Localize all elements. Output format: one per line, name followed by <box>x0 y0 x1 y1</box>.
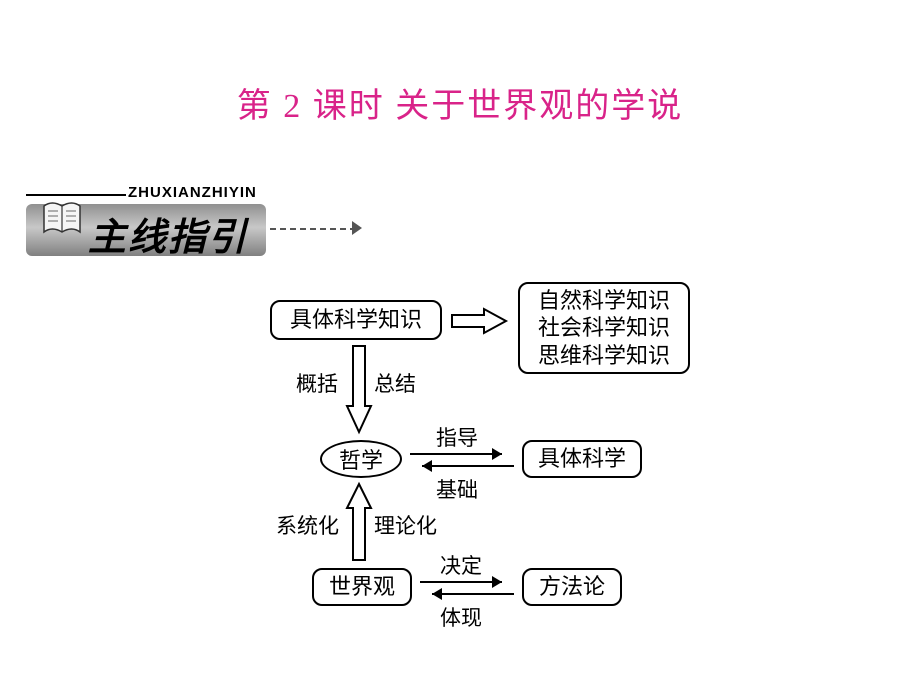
banner-dashed-arrow <box>270 228 356 230</box>
node-concrete-knowledge: 具体科学知识 <box>270 300 442 340</box>
arrow-worldview-to-philosophy <box>346 482 372 564</box>
concept-diagram: 具体科学知识 自然科学知识 社会科学知识 思维科学知识 哲学 具体科学 世界观 … <box>240 300 780 670</box>
banner-pinyin: ZHUXIANZHIYIN <box>128 184 257 201</box>
book-icon <box>40 196 84 240</box>
node-concrete-science: 具体科学 <box>522 440 642 478</box>
page-title: 第 2 课时 关于世界观的学说 <box>0 78 920 127</box>
label-systematize: 系统化 <box>276 510 339 540</box>
arrow-knowledge-to-philosophy <box>346 344 372 436</box>
banner-text: 主线指引 <box>88 206 248 261</box>
node-philosophy: 哲学 <box>320 440 402 478</box>
label-reflect: 体现 <box>440 602 482 632</box>
banner-box: 主线指引 <box>26 204 266 256</box>
section-banner: ZHUXIANZHIYIN 主线指引 <box>26 188 356 268</box>
arrow-knowledge-to-sciences <box>450 308 510 334</box>
label-basis: 基础 <box>436 474 478 504</box>
banner-arrowhead-icon <box>352 221 362 235</box>
label-generalize: 概括 <box>296 368 338 398</box>
label-theorize: 理论化 <box>374 510 437 540</box>
label-guide: 指导 <box>436 422 478 452</box>
node-methodology: 方法论 <box>522 568 622 606</box>
label-summarize: 总结 <box>374 368 416 398</box>
node-sciences-list: 自然科学知识 社会科学知识 思维科学知识 <box>518 282 690 374</box>
node-worldview: 世界观 <box>312 568 412 606</box>
label-determine: 决定 <box>440 550 482 580</box>
